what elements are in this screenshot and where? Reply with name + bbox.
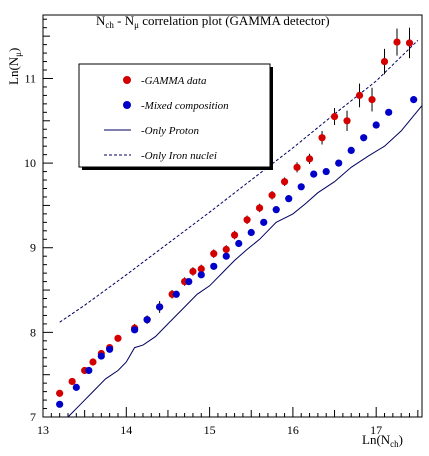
- y-tick-label: 7: [30, 410, 36, 424]
- mixed-point: [222, 252, 230, 260]
- x-tick-label: 16: [287, 423, 299, 437]
- mixed-point: [210, 262, 218, 270]
- iron-line: [59, 40, 419, 323]
- x-axis-title-sub: ch: [390, 439, 399, 449]
- mixed-point: [247, 228, 255, 237]
- mixed-point: [106, 345, 114, 353]
- gamma-point: [243, 216, 251, 224]
- mixed-point: [172, 290, 180, 298]
- mixed-point: [72, 383, 80, 391]
- gamma-point: [230, 231, 239, 239]
- x-tick-label: 17: [370, 423, 382, 437]
- y-tick-label: 8: [30, 325, 36, 339]
- title-sub-b: μ: [134, 20, 139, 30]
- mixed-point: [347, 146, 355, 155]
- title-sub-a: ch: [105, 20, 114, 30]
- mixed-point: [297, 183, 305, 191]
- x-tick-label: 15: [204, 423, 216, 437]
- x-axis-title-end: ): [399, 432, 403, 447]
- gamma-point: [255, 204, 264, 212]
- chart-title: Nch - Nμ correlation plot (GAMMA detecto…: [96, 13, 330, 30]
- gamma-point: [380, 57, 389, 66]
- data-points: [56, 27, 418, 408]
- mixed-point: [235, 239, 243, 248]
- legend: -GAMMA data -Mixed composition -Only Proto…: [78, 63, 273, 170]
- mixed-point: [272, 206, 280, 214]
- gamma-point: [293, 163, 301, 171]
- mixed-point: [131, 326, 139, 334]
- mixed-point: [385, 108, 393, 116]
- gamma-point: [268, 191, 276, 199]
- gamma-point: [305, 155, 314, 163]
- y-axis-title-end: ): [6, 48, 21, 52]
- axis-ticks: 13 14 15 16 17 7 8 9 10 11: [24, 18, 419, 437]
- x-tick-label: 13: [37, 423, 49, 437]
- y-tick-label: 10: [24, 156, 36, 170]
- legend-label: -Only Iron nuclei: [141, 150, 217, 162]
- mixed-point: [156, 303, 164, 311]
- mixed-point: [335, 159, 343, 167]
- legend-items: -GAMMA data -Mixed composition -Only Proto…: [104, 75, 229, 162]
- proton-line: [67, 105, 423, 418]
- mixed-point: [310, 170, 318, 178]
- title-part-b: - N: [114, 13, 135, 28]
- legend-label: -GAMMA data: [141, 75, 207, 87]
- mixed-point: [260, 218, 268, 226]
- gamma-point: [210, 250, 218, 258]
- y-tick-label: 9: [30, 241, 36, 255]
- gamma-point: [222, 245, 230, 254]
- gamma-point: [343, 117, 351, 125]
- y-axis-title: Ln(Nμ): [6, 48, 23, 85]
- model-lines: [59, 40, 423, 418]
- mixed-point: [285, 195, 293, 203]
- legend-label: -Only Proton: [141, 125, 199, 137]
- plot-frame: [42, 14, 423, 418]
- gamma-point: [368, 96, 376, 104]
- legend-marker: [123, 76, 131, 84]
- y-axis-title-sub: μ: [13, 52, 23, 57]
- title-part-a: N: [96, 13, 106, 28]
- mixed-point: [85, 366, 93, 375]
- gamma-point: [393, 38, 401, 46]
- gamma-point: [189, 267, 197, 276]
- gamma-point: [56, 389, 64, 397]
- gamma-point: [318, 134, 326, 142]
- legend-marker: [123, 101, 131, 109]
- gamma-point: [68, 377, 76, 386]
- title-part-c: correlation plot (GAMMA detector): [139, 13, 330, 28]
- gamma-point: [280, 178, 289, 186]
- x-axis-title: Ln(Nch): [362, 432, 403, 449]
- y-tick-label: 11: [24, 71, 36, 85]
- mixed-point: [360, 134, 368, 142]
- legend-label: -Mixed composition: [141, 100, 229, 112]
- mixed-point: [322, 167, 330, 176]
- gamma-point: [355, 91, 364, 99]
- mixed-point: [197, 271, 205, 279]
- y-axis-title-main: Ln(N: [6, 56, 21, 85]
- gamma-point: [89, 358, 97, 366]
- mixed-point: [56, 400, 64, 408]
- gamma-point: [114, 334, 122, 342]
- legend-box: [78, 63, 271, 168]
- mixed-point: [372, 121, 380, 129]
- mixed-point: [185, 277, 193, 286]
- mixed-point: [143, 316, 151, 324]
- mixed-point: [410, 96, 418, 104]
- gamma-point: [197, 265, 205, 273]
- gamma-point: [405, 39, 414, 47]
- mixed-point: [97, 352, 105, 360]
- x-tick-label: 14: [120, 423, 132, 437]
- x-axis-title-main: Ln(N: [362, 432, 391, 447]
- gamma-point: [330, 112, 339, 121]
